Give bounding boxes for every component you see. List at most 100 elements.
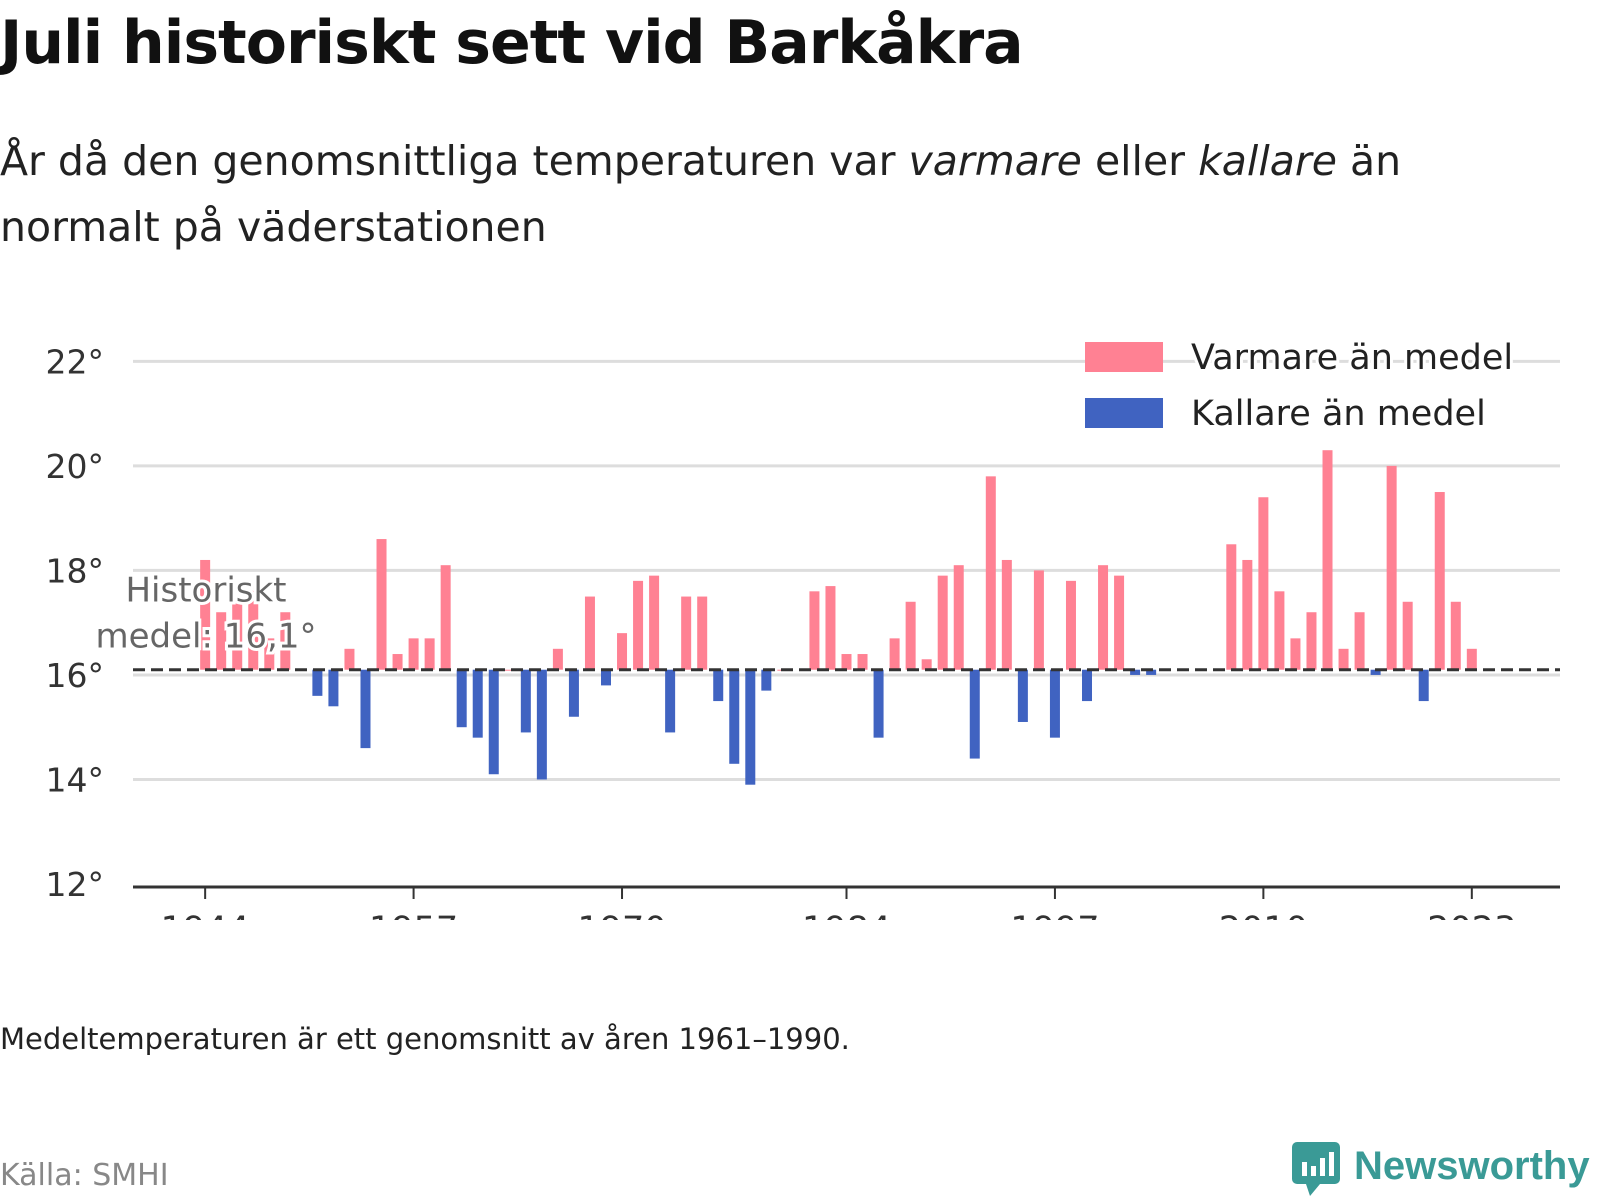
bar-warm bbox=[232, 596, 243, 670]
bar-warm bbox=[1033, 570, 1044, 670]
temperature-bar-chart: 12° 14° 16° 18° 20° 22° Historiskt medel: 16,… bbox=[46, 335, 1560, 920]
y-tick-label: 18° bbox=[46, 551, 105, 590]
y-axis-tick-labels: 12° 14° 16° 18° 20° 22° bbox=[46, 342, 105, 904]
footnote: Medeltemperaturen är ett genomsnitt av å… bbox=[0, 1022, 850, 1056]
bar-warm bbox=[937, 575, 948, 670]
bar-warm bbox=[649, 575, 660, 670]
y-tick-label: 16° bbox=[46, 656, 105, 695]
bar-cold bbox=[472, 669, 483, 738]
bars bbox=[200, 450, 1477, 785]
bar-warm bbox=[1386, 465, 1397, 670]
bar-cold bbox=[1146, 669, 1157, 675]
bar-warm bbox=[1290, 638, 1301, 670]
bar-warm bbox=[584, 596, 595, 670]
bar-cold bbox=[600, 669, 611, 686]
bar-warm bbox=[408, 638, 419, 670]
y-tick-label: 12° bbox=[46, 865, 105, 904]
bar-cold bbox=[360, 669, 371, 749]
bar-warm bbox=[953, 565, 964, 670]
bar-warm bbox=[985, 476, 996, 670]
bar-warm bbox=[697, 596, 708, 670]
bar-cold bbox=[1130, 669, 1141, 675]
bar-warm bbox=[1065, 580, 1076, 670]
x-tick-label: 1984 bbox=[802, 910, 891, 920]
bar-cold bbox=[713, 669, 724, 702]
bar-warm bbox=[905, 601, 916, 670]
bar-warm bbox=[1402, 601, 1413, 670]
bar-warm bbox=[921, 659, 932, 670]
x-tick-label: 1997 bbox=[1010, 910, 1099, 920]
bar-cold bbox=[488, 669, 499, 775]
source-label: Källa: SMHI bbox=[0, 1158, 169, 1193]
y-tick-label: 20° bbox=[46, 447, 105, 486]
chart-title: Juli historiskt sett vid Barkåkra bbox=[0, 8, 1024, 78]
bar-cold bbox=[873, 669, 884, 738]
bar-warm bbox=[857, 654, 868, 670]
bar-warm bbox=[552, 648, 563, 670]
chart-subtitle: År då den genomsnittliga temperaturen va… bbox=[0, 128, 1540, 260]
bar-cold bbox=[761, 669, 772, 691]
legend-cold-swatch bbox=[1085, 398, 1163, 428]
bar-cold bbox=[1370, 669, 1381, 675]
bar-cold bbox=[745, 669, 756, 785]
bar-warm bbox=[440, 565, 451, 670]
bar-warm bbox=[376, 539, 387, 670]
bar-warm bbox=[392, 654, 403, 670]
x-axis: 1944 1957 1970 1984 1997 2010 2023 bbox=[161, 887, 1516, 920]
subtitle-end: än normalt på väderstationen bbox=[0, 137, 1402, 251]
bar-warm bbox=[809, 591, 820, 670]
bar-warm bbox=[424, 638, 435, 670]
subtitle-start: År då den genomsnittliga temperaturen va… bbox=[0, 137, 909, 185]
newsworthy-logo: Newsworthy bbox=[1290, 1140, 1596, 1196]
bar-warm bbox=[504, 669, 515, 671]
baseline-label-line1: Historiskt bbox=[125, 571, 286, 611]
subtitle-middle: eller bbox=[1081, 137, 1199, 185]
newsworthy-logo-text: Newsworthy bbox=[1354, 1144, 1590, 1188]
bar-warm bbox=[633, 580, 644, 670]
bar-cold bbox=[729, 669, 740, 764]
bar-warm bbox=[1434, 492, 1445, 670]
y-tick-label: 22° bbox=[46, 342, 105, 381]
bar-warm bbox=[1274, 591, 1285, 670]
newsworthy-logo-icon bbox=[1292, 1142, 1340, 1196]
baseline-label-line2: medel: 16,1° bbox=[96, 617, 317, 657]
bar-warm bbox=[1306, 612, 1317, 670]
bar-warm bbox=[200, 559, 211, 670]
x-tick-label: 1970 bbox=[577, 910, 666, 920]
bar-cold bbox=[312, 669, 323, 696]
bar-warm bbox=[280, 612, 291, 670]
x-tick-label: 2023 bbox=[1427, 910, 1516, 920]
bar-cold bbox=[1049, 669, 1060, 738]
bar-warm bbox=[1226, 544, 1237, 670]
bar-warm bbox=[1322, 450, 1333, 670]
bar-cold bbox=[328, 669, 339, 707]
bar-cold bbox=[536, 669, 547, 780]
bar-warm bbox=[1450, 601, 1461, 670]
bar-warm bbox=[1466, 648, 1477, 670]
bar-warm bbox=[1098, 565, 1109, 670]
bar-cold bbox=[568, 669, 579, 717]
subtitle-warm-word: varmare bbox=[908, 137, 1082, 185]
legend-cold-label: Kallare än medel bbox=[1191, 394, 1486, 434]
bar-warm bbox=[1242, 559, 1253, 670]
x-tick-label: 1957 bbox=[369, 910, 458, 920]
grid-lines bbox=[133, 359, 1560, 781]
legend-warm-swatch bbox=[1085, 342, 1163, 372]
legend-warm-label: Varmare än medel bbox=[1191, 338, 1513, 378]
bar-warm bbox=[617, 633, 628, 670]
x-tick-label: 1944 bbox=[161, 910, 250, 920]
bar-warm bbox=[841, 654, 852, 670]
x-tick-label: 2010 bbox=[1219, 910, 1308, 920]
bar-warm bbox=[889, 638, 900, 670]
bar-cold bbox=[665, 669, 676, 733]
baseline-label: Historiskt medel: 16,1° bbox=[93, 568, 320, 660]
bar-cold bbox=[1418, 669, 1429, 702]
bar-warm bbox=[264, 638, 275, 670]
bar-warm bbox=[1338, 648, 1349, 670]
bar-warm bbox=[1354, 612, 1365, 670]
bar-warm bbox=[681, 596, 692, 670]
bar-warm bbox=[825, 586, 836, 670]
bar-warm bbox=[344, 648, 355, 670]
subtitle-cold-word: kallare bbox=[1198, 137, 1337, 185]
bar-warm bbox=[248, 586, 259, 670]
